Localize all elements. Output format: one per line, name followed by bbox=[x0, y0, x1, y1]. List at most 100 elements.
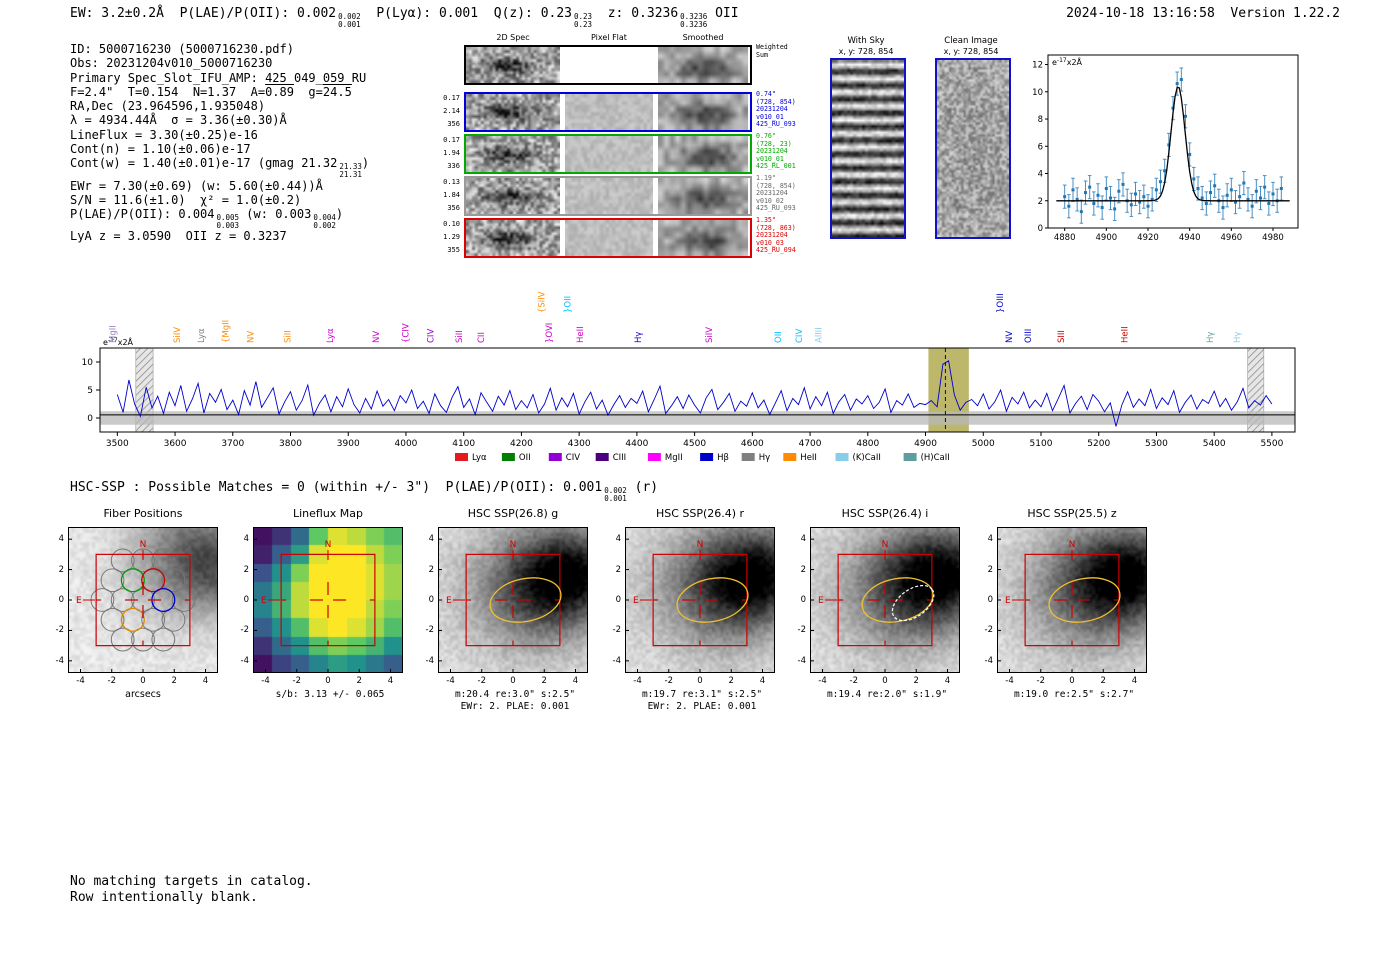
weight-value: 1.29 bbox=[443, 233, 460, 241]
emission-line-label: }OII bbox=[564, 296, 574, 313]
svg-text:12: 12 bbox=[1032, 61, 1043, 71]
emission-line-label: SiII bbox=[455, 330, 465, 343]
with-sky-title: With Sky bbox=[847, 36, 885, 46]
x-tick-label: -2 bbox=[664, 676, 673, 686]
emission-line-label: CIV bbox=[427, 329, 437, 343]
legend-swatch bbox=[835, 453, 849, 461]
y-tick-label: -4 bbox=[984, 655, 993, 666]
svg-text:4500: 4500 bbox=[683, 439, 706, 449]
svg-text:4600: 4600 bbox=[741, 439, 764, 449]
panel-caption: m:20.4 re:3.0" s:2.5" bbox=[454, 689, 576, 700]
info-line: λ = 4934.44Å σ = 3.36(±0.30)Å bbox=[70, 113, 287, 128]
stacked-fraction: 21.33 21.31 bbox=[339, 162, 362, 179]
legend-swatch bbox=[700, 453, 714, 461]
emission-line-label: {CIV bbox=[401, 323, 411, 343]
x-tick-label: -4 bbox=[446, 676, 455, 686]
x-tick-label: 0 bbox=[697, 676, 703, 686]
emission-line-label: AlIII bbox=[815, 327, 825, 343]
weight-value: 0.17 bbox=[443, 94, 460, 102]
x-tick-label: 0 bbox=[325, 676, 331, 686]
svg-text:4900: 4900 bbox=[1096, 233, 1118, 243]
cutout-row bbox=[464, 45, 752, 85]
emission-line-label: NV bbox=[247, 331, 257, 343]
panel-overlay: NE bbox=[253, 527, 403, 673]
weight-value: 355 bbox=[447, 246, 460, 254]
line-fit-inset-chart: 0 2 4 6 8 10 12 4880 4900 4920 4940 4960 4980 e-17x2Å bbox=[1032, 54, 1299, 243]
extraction-box bbox=[280, 553, 376, 647]
compass-north-label: N bbox=[882, 540, 889, 550]
x-tick-label: 0 bbox=[1069, 676, 1075, 686]
col-header-pixelflat: Pixel Flat bbox=[591, 33, 627, 42]
legend-swatch bbox=[903, 453, 917, 461]
cutout-pixelflat-image bbox=[565, 178, 653, 214]
legend-label: Hβ bbox=[717, 453, 729, 463]
cutout-pixelflat-image bbox=[565, 47, 653, 83]
panel-title: HSC SSP(26.4) r bbox=[655, 507, 745, 520]
svg-text:3800: 3800 bbox=[279, 439, 302, 449]
emission-line-label: CII bbox=[477, 332, 487, 343]
emission-line-label: Hγ bbox=[1206, 332, 1216, 343]
compass: NE bbox=[76, 540, 146, 606]
info-line: LineFlux = 3.30(±0.25)e-16 bbox=[70, 127, 258, 142]
with-sky-coords: x, y: 728, 854 bbox=[838, 47, 894, 56]
cutout-2dspec-image bbox=[466, 47, 560, 83]
footer-line-2: Row intentionally blank. bbox=[70, 890, 258, 905]
svg-text:5000: 5000 bbox=[972, 439, 995, 449]
svg-text:2: 2 bbox=[1038, 197, 1043, 207]
cutout-smoothed-image bbox=[658, 220, 748, 256]
svg-text:5200: 5200 bbox=[1087, 439, 1110, 449]
compass-east-label: E bbox=[261, 596, 267, 606]
x-tick-label: 4 bbox=[944, 676, 951, 686]
match-panel: HSC SSP(26.8) g N E -4 -4 -2 -2 0 0 2 2 4 4 m:20.4 re… bbox=[412, 505, 618, 725]
emission-line-label: {SiIV bbox=[538, 291, 548, 313]
emission-line-label: NV bbox=[372, 331, 382, 343]
cutout-row bbox=[464, 218, 752, 258]
info-line: P(LAE)/P(OII): 0.004 0.005 0.003 (w: 0.003… bbox=[70, 207, 344, 230]
compass: NE bbox=[633, 540, 703, 606]
compass-east-label: E bbox=[446, 596, 452, 606]
weight-value: 1.84 bbox=[443, 191, 460, 199]
svg-text:5500: 5500 bbox=[1260, 439, 1283, 449]
y-tick-label: 4 bbox=[428, 534, 434, 545]
legend-swatch bbox=[741, 453, 755, 461]
emission-line-label: {MgII bbox=[222, 320, 232, 343]
x-tick-label: -2 bbox=[1036, 676, 1045, 686]
legend-swatch bbox=[783, 453, 797, 461]
x-tick-label: 2 bbox=[171, 676, 177, 686]
cutout-smoothed-image bbox=[658, 94, 748, 130]
y-tick-label: -2 bbox=[984, 625, 993, 636]
cutout-row-weights: 0.17 1.94 336 bbox=[418, 134, 462, 174]
panel-overlay: NE bbox=[625, 527, 775, 673]
y-tick-label: 0 bbox=[58, 595, 64, 605]
svg-text:4900: 4900 bbox=[914, 439, 937, 449]
panel-caption: EWr: 2. PLAE: 0.001 bbox=[460, 701, 570, 712]
panel-overlay: NE bbox=[810, 527, 960, 673]
y-tick-label: -2 bbox=[425, 625, 434, 636]
x-tick-label: -2 bbox=[849, 676, 858, 686]
extraction-box bbox=[837, 553, 933, 647]
cutout-2dspec-image bbox=[466, 178, 560, 214]
x-tick-label: 4 bbox=[387, 676, 394, 686]
x-tick-label: 4 bbox=[572, 676, 579, 686]
aperture-ellipse bbox=[1048, 577, 1121, 623]
cutout-row-annotation: 1.19" (728, 854) 20231204 v010_02 425_RU… bbox=[756, 174, 796, 213]
panel-title: HSC SSP(25.5) z bbox=[1027, 507, 1117, 520]
panel-title: HSC SSP(26.8) g bbox=[467, 507, 559, 520]
clean-image-title: Clean Image bbox=[944, 36, 998, 46]
emission-line-label: }OVI bbox=[545, 323, 555, 343]
match-panel: HSC SSP(25.5) z N E -4 -4 -2 -2 0 0 2 2 4 4 m:19.0 re… bbox=[971, 505, 1177, 725]
emission-line-label: OIII bbox=[1024, 329, 1034, 343]
legend-label: Lyα bbox=[472, 453, 487, 463]
spectrum-trace bbox=[116, 360, 1273, 427]
aperture-ellipse bbox=[676, 577, 749, 623]
panel-caption: EWr: 2. PLAE: 0.001 bbox=[647, 701, 757, 712]
svg-text:0: 0 bbox=[1038, 224, 1043, 234]
emission-line-label: CIV bbox=[795, 329, 805, 343]
emission-line-label: HeII bbox=[1121, 326, 1131, 343]
svg-text:6: 6 bbox=[1038, 142, 1043, 152]
emission-line-label: }OIII bbox=[996, 293, 1006, 313]
y-tick-label: 2 bbox=[58, 564, 64, 575]
compass-north-label: N bbox=[140, 540, 147, 550]
x-tick-label: -4 bbox=[261, 676, 270, 686]
